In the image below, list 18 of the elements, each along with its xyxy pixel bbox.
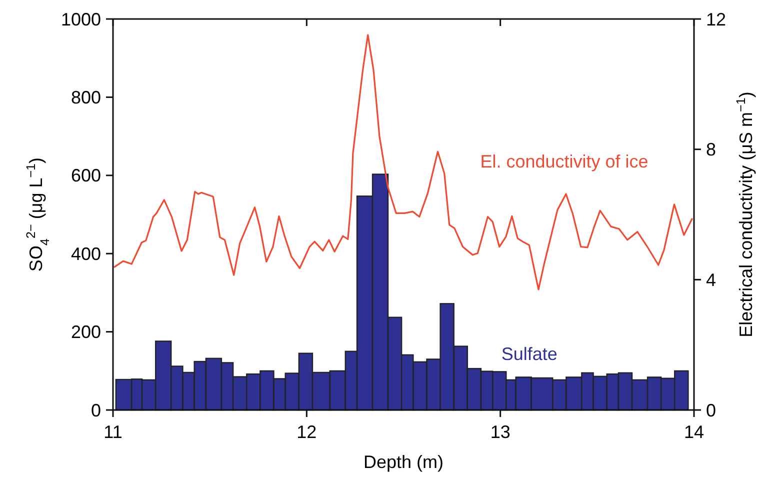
- series-label: El. conductivity of ice: [480, 151, 648, 172]
- x-tick-label: 13: [490, 422, 510, 442]
- line-series: [113, 34, 694, 290]
- y-tick-label: 0: [90, 400, 101, 420]
- y-tick-label: 200: [70, 322, 101, 342]
- x-axis-title: Depth (m): [363, 452, 444, 472]
- y2-tick-label: 8: [706, 140, 716, 160]
- y2-tick-label: 0: [706, 400, 716, 420]
- y-tick-label: 400: [70, 244, 101, 264]
- y-tick-label: 800: [70, 88, 101, 108]
- series-label: Sulfate: [501, 344, 558, 364]
- y2-tick-label: 4: [706, 270, 716, 290]
- x-tick-label: 12: [296, 422, 317, 442]
- y2-tick-label: 12: [706, 9, 726, 30]
- x-tick-label: 14: [684, 422, 704, 442]
- y-tick-label: 1000: [60, 9, 101, 30]
- x-tick-label: 11: [104, 422, 122, 442]
- y-tick-label: 600: [70, 166, 101, 186]
